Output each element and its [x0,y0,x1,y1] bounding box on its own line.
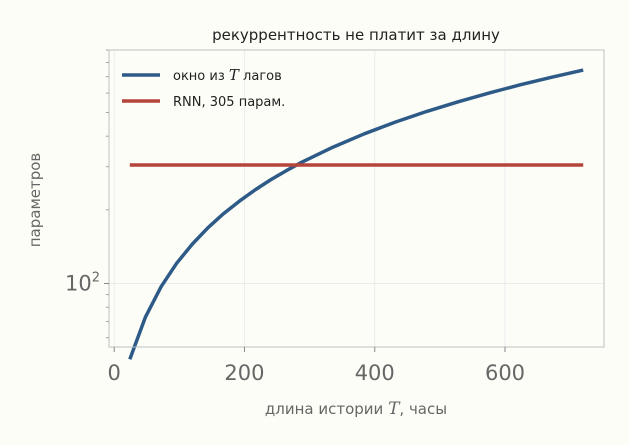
x-tick-label-1: 200 [224,361,264,385]
x-ticks: 0 200 400 600 [108,347,525,385]
x-tick-label-2: 400 [355,361,395,385]
x-tick-label-3: 600 [485,361,525,385]
x-axis-label: длина истории T, часы [265,399,447,419]
legend-label-window-var: T [229,66,240,84]
y-axis-label: параметров [26,153,44,248]
x-axis-label-var: T [388,399,401,419]
legend-label-window: окно из T лагов [173,66,282,84]
x-tick-label-0: 0 [108,361,121,385]
legend-label-window-post: лагов [239,69,282,84]
chart-title: рекуррентность не платит за длину [212,26,500,44]
legend-label-window-pre: окно из [173,69,229,84]
legend-label-rnn: RNN, 305 парам. [173,95,285,110]
x-axis-label-pre: длина истории [265,400,388,418]
y-ticks: 102 [65,270,109,295]
series-group [128,68,584,360]
x-axis-label-post: , часы [399,400,447,418]
y-tick-label-0: 102 [65,270,100,295]
y-tick-label-exp-0: 2 [92,270,100,285]
plot-frame [108,49,605,348]
series-line-0 [128,68,584,360]
legend: окно из T лагов RNN, 305 парам. [122,66,285,110]
y-tick-label-base-0: 10 [65,271,92,295]
plot-background [109,50,604,347]
